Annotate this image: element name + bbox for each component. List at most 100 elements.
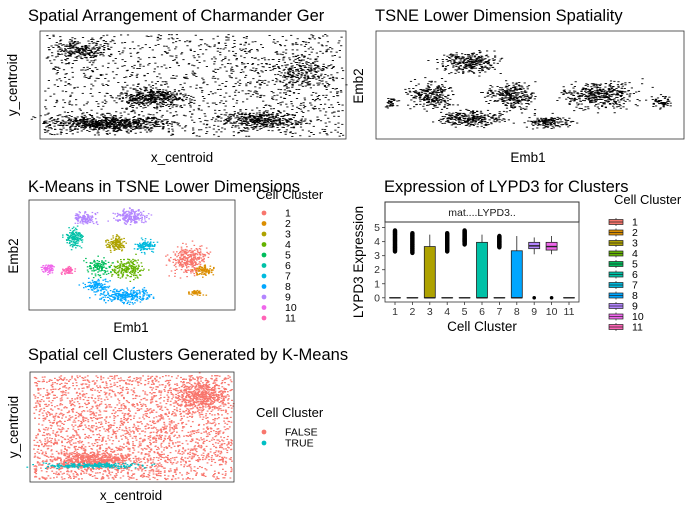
cell-point [478, 116, 481, 117]
cell-point [198, 118, 201, 119]
cell-point [65, 73, 68, 75]
cell-point [492, 94, 495, 96]
cell-point [316, 65, 319, 66]
cell-point [300, 110, 303, 112]
cell-point [443, 69, 446, 71]
cell-point [91, 55, 94, 57]
cell-point [497, 117, 501, 119]
cell-point [309, 87, 312, 89]
cell-point [312, 125, 315, 127]
cell-point [49, 124, 52, 125]
cell-point [163, 95, 166, 96]
cell-point [285, 120, 288, 122]
cell-point [132, 119, 135, 120]
cell-point [155, 124, 158, 126]
cell-point [175, 94, 178, 96]
cell-point [90, 39, 93, 40]
cell-point [181, 98, 184, 100]
cell-point [609, 80, 613, 82]
cell-point [530, 95, 533, 97]
cell-point [446, 60, 449, 62]
cell-point [136, 119, 139, 121]
cell-point [440, 111, 443, 113]
cell-point [260, 122, 263, 124]
cell-point [113, 77, 116, 79]
cell-point [457, 115, 460, 116]
cell-point [200, 87, 203, 89]
cell-point [138, 120, 141, 121]
cell-point [266, 115, 269, 117]
cell-point [137, 97, 140, 98]
cell-point [514, 83, 517, 85]
cell-point [430, 80, 433, 82]
cell-point [525, 108, 528, 110]
cell-point [555, 118, 558, 120]
cell-point [303, 120, 306, 122]
cell-point [232, 135, 235, 137]
cell-point [309, 70, 313, 72]
cell-point [78, 51, 81, 53]
cell-point [288, 71, 291, 73]
cell-point [83, 119, 86, 120]
cell-point [147, 98, 151, 100]
cell-point [433, 89, 436, 91]
cell-point [578, 107, 581, 109]
cell-point [123, 126, 126, 128]
cell-point [406, 93, 409, 95]
cell-point [551, 118, 554, 120]
cell-point [428, 89, 432, 91]
cell-point [466, 58, 469, 59]
cell-point [449, 98, 452, 100]
cell-point [287, 87, 290, 89]
cell-point [95, 43, 99, 45]
cell-point [110, 96, 113, 98]
cell-point [78, 53, 81, 55]
cell-point [198, 56, 201, 58]
cell-point [199, 121, 202, 123]
cell-point [221, 127, 224, 129]
cell-point [464, 117, 467, 119]
cell-point [56, 133, 59, 135]
cell-point [117, 51, 121, 52]
cell-point [96, 112, 99, 114]
cell-point [465, 115, 468, 117]
cell-point [472, 116, 476, 118]
cell-point [102, 122, 105, 124]
cell-point [217, 78, 220, 80]
cell-point [621, 93, 624, 94]
cell-point [139, 131, 142, 133]
cell-point [464, 120, 467, 122]
cell-point [206, 84, 209, 86]
cell-point [171, 100, 174, 102]
cell-point [540, 117, 543, 119]
cell-point [246, 124, 249, 126]
cell-point [164, 102, 167, 103]
cell-point [544, 125, 547, 127]
cell-point [124, 125, 127, 127]
cell-point [231, 114, 234, 116]
cell-point [97, 106, 100, 107]
cell-point [632, 93, 635, 94]
cell-point [512, 92, 515, 94]
cell-point [85, 46, 88, 48]
cell-point [526, 103, 530, 104]
cell-point [431, 99, 434, 100]
cell-point [230, 70, 233, 72]
cell-point [97, 134, 100, 136]
cell-point [505, 91, 508, 93]
cell-point [253, 123, 256, 125]
cell-point [299, 119, 302, 121]
cell-point [92, 121, 95, 123]
cell-point [325, 51, 328, 53]
cell-point [133, 97, 136, 99]
cell-point [522, 95, 525, 96]
cell-point [319, 75, 323, 77]
cell-point [599, 87, 602, 89]
cell-point [431, 94, 434, 96]
cell-point [249, 69, 252, 71]
cell-point [256, 93, 259, 95]
cell-point [445, 121, 448, 123]
cell-point [443, 90, 446, 92]
cell-point [536, 121, 539, 123]
